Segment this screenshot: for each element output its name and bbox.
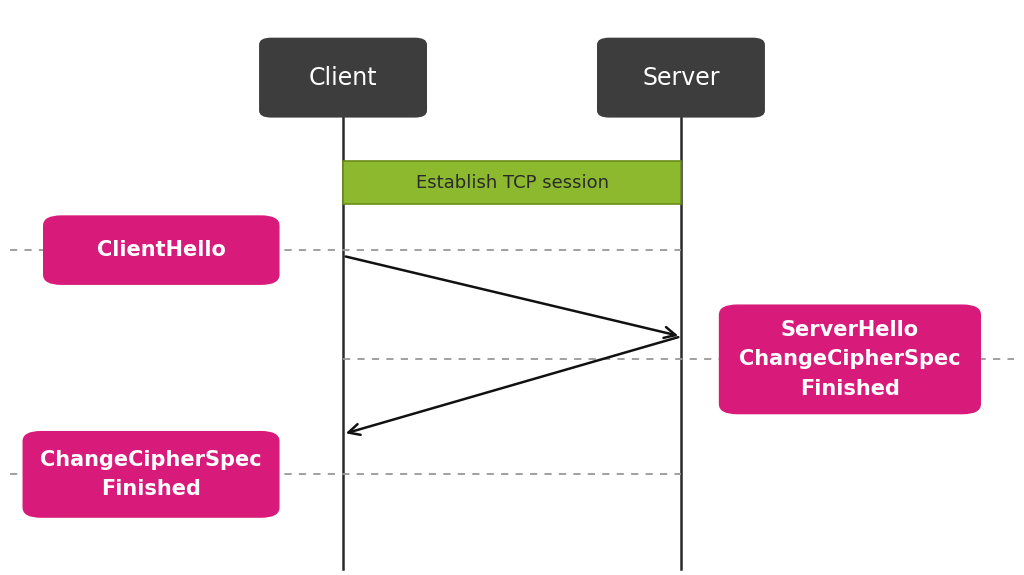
Text: Server: Server [642, 66, 720, 90]
FancyBboxPatch shape [43, 216, 280, 285]
Text: Client: Client [308, 66, 378, 90]
FancyBboxPatch shape [597, 38, 765, 118]
FancyBboxPatch shape [23, 431, 280, 518]
FancyBboxPatch shape [259, 38, 427, 118]
Text: ClientHello: ClientHello [97, 240, 225, 260]
FancyBboxPatch shape [719, 305, 981, 414]
Text: ChangeCipherSpec
Finished: ChangeCipherSpec Finished [40, 450, 262, 499]
FancyBboxPatch shape [343, 161, 681, 204]
Text: ServerHello
ChangeCipherSpec
Finished: ServerHello ChangeCipherSpec Finished [739, 320, 961, 399]
Text: Establish TCP session: Establish TCP session [416, 174, 608, 191]
